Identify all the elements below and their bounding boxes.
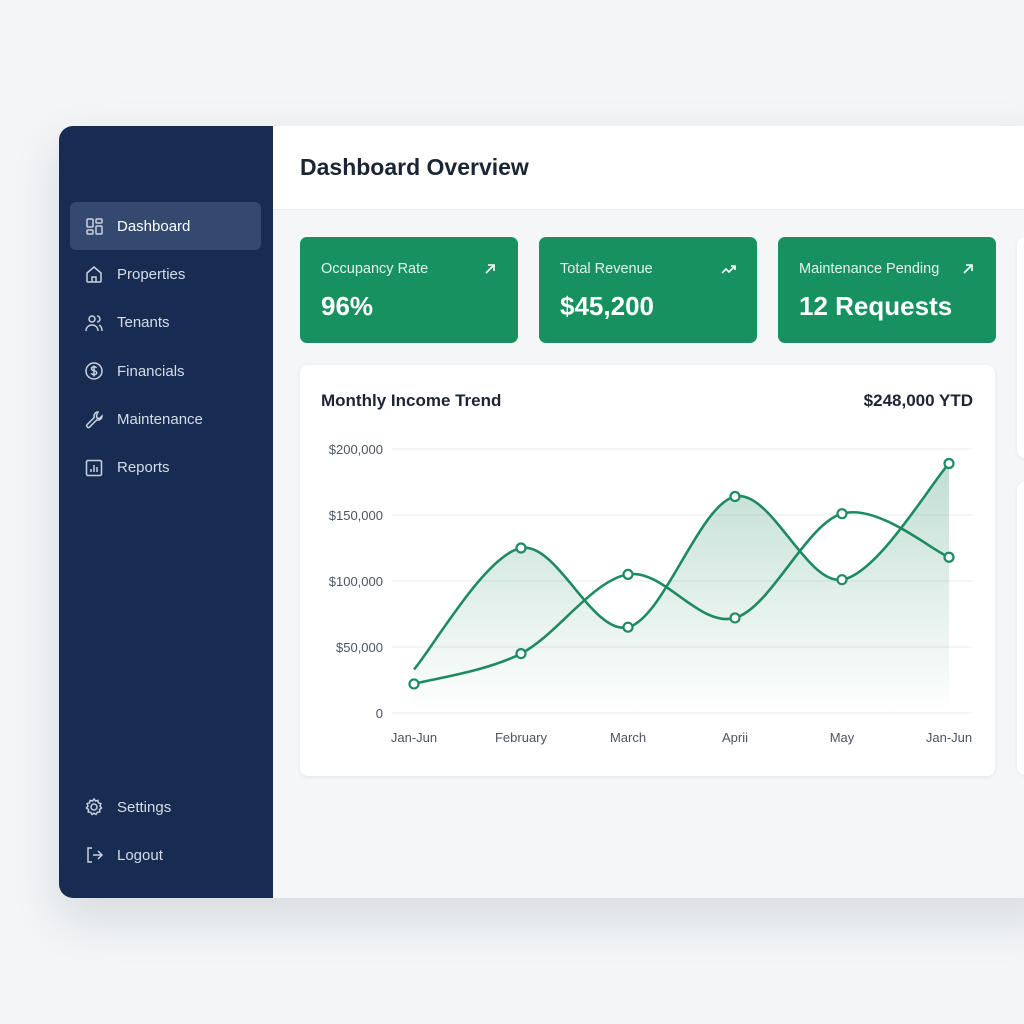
data-point	[729, 612, 741, 624]
bar-chart-icon	[85, 459, 103, 477]
kpi-value: $45,200	[560, 291, 654, 321]
partial-card	[1017, 237, 1024, 458]
x-tick-label: Jan-Jun	[391, 730, 437, 745]
y-tick-label: $100,000	[329, 574, 383, 589]
data-point	[515, 648, 527, 660]
sidebar-item-label: Financials	[117, 362, 185, 380]
home-icon	[86, 266, 102, 284]
kpi-value: 96%	[321, 291, 374, 321]
income-chart-card: Monthly Income Trend $248,000 YTD 0 $50,0…	[300, 365, 995, 776]
sidebar: Dashboard Properties Tenants Financials Main…	[59, 126, 273, 898]
sidebar-item-settings[interactable]: Settings	[70, 783, 261, 831]
sidebar-item-label: Settings	[117, 798, 172, 816]
data-point	[836, 508, 848, 520]
sidebar-item-tenants[interactable]: Tenants	[70, 299, 261, 347]
partial-card	[1017, 482, 1024, 775]
data-point	[408, 678, 420, 690]
data-point	[515, 542, 527, 554]
data-point	[622, 621, 634, 633]
sidebar-item-label: Tenants	[117, 314, 170, 332]
sidebar-item-financials[interactable]: Financials	[70, 347, 261, 395]
dashboard-grid-icon	[86, 218, 103, 235]
users-icon	[85, 315, 103, 331]
sidebar-item-label: Maintenance	[117, 411, 203, 429]
data-point	[622, 568, 634, 580]
sidebar-item-label: Logout	[117, 846, 163, 864]
sidebar-item-maintenance[interactable]: Maintenance	[70, 396, 261, 444]
arrow-up-right-icon	[963, 264, 973, 274]
page-title: Dashboard Overview	[300, 154, 529, 180]
y-tick-label: $50,000	[336, 640, 383, 655]
kpi-label: Total Revenue	[560, 261, 653, 277]
x-tick-label: Jan-Jun	[926, 730, 972, 745]
sidebar-item-label: Reports	[117, 459, 170, 477]
x-tick-label: Aprii	[722, 730, 748, 745]
series-area	[414, 463, 949, 713]
sidebar-item-label: Dashboard	[117, 217, 191, 235]
sidebar-item-label: Properties	[117, 265, 186, 283]
kpi-card[interactable]: Occupancy Rate 96%	[300, 237, 518, 343]
sidebar-item-logout[interactable]: Logout	[70, 831, 261, 879]
gear-icon	[85, 797, 103, 816]
sidebar-item-properties[interactable]: Properties	[70, 250, 261, 298]
y-tick-label: $200,000	[329, 442, 383, 457]
dollar-circle-icon	[85, 362, 103, 380]
kpi-value: 12 Requests	[799, 291, 953, 321]
sidebar-bottom-nav: Settings Logout	[70, 783, 261, 880]
ytd-total: $248,000 YTD	[863, 391, 973, 410]
x-tick-label: March	[610, 730, 646, 745]
header: Dashboard Overview	[273, 126, 1024, 210]
income-line-chart: 0 $50,000 $100,000 $150,000 $200,000 Jan-Jun F…	[329, 442, 972, 745]
x-tick-label: May	[830, 730, 855, 745]
kpi-label: Maintenance Pending	[799, 261, 940, 277]
kpi-card[interactable]: Maintenance Pending 12 Requests	[778, 237, 996, 343]
app-window: Dashboard Properties Tenants Financials Main…	[59, 126, 1024, 898]
data-point	[729, 490, 741, 503]
sidebar-item-reports[interactable]: Reports	[70, 444, 261, 492]
y-tick-label: 0	[376, 706, 383, 721]
sidebar-item-dashboard[interactable]: Dashboard	[70, 202, 261, 250]
trend-up-icon	[721, 265, 736, 274]
chart-title: Monthly Income Trend	[321, 391, 502, 410]
series-line	[413, 462, 950, 671]
kpi-label: Occupancy Rate	[321, 261, 429, 277]
x-tick-label: February	[495, 730, 548, 745]
data-point	[836, 574, 848, 586]
data-point	[943, 551, 955, 563]
wrench-icon	[85, 410, 103, 428]
y-tick-label: $150,000	[329, 508, 383, 523]
data-point	[943, 457, 955, 470]
kpi-card[interactable]: Total Revenue $45,200	[539, 237, 757, 343]
arrow-up-right-icon	[485, 264, 495, 274]
logout-icon	[87, 847, 104, 864]
sidebar-nav: Dashboard Properties Tenants Financials Main…	[70, 202, 261, 492]
